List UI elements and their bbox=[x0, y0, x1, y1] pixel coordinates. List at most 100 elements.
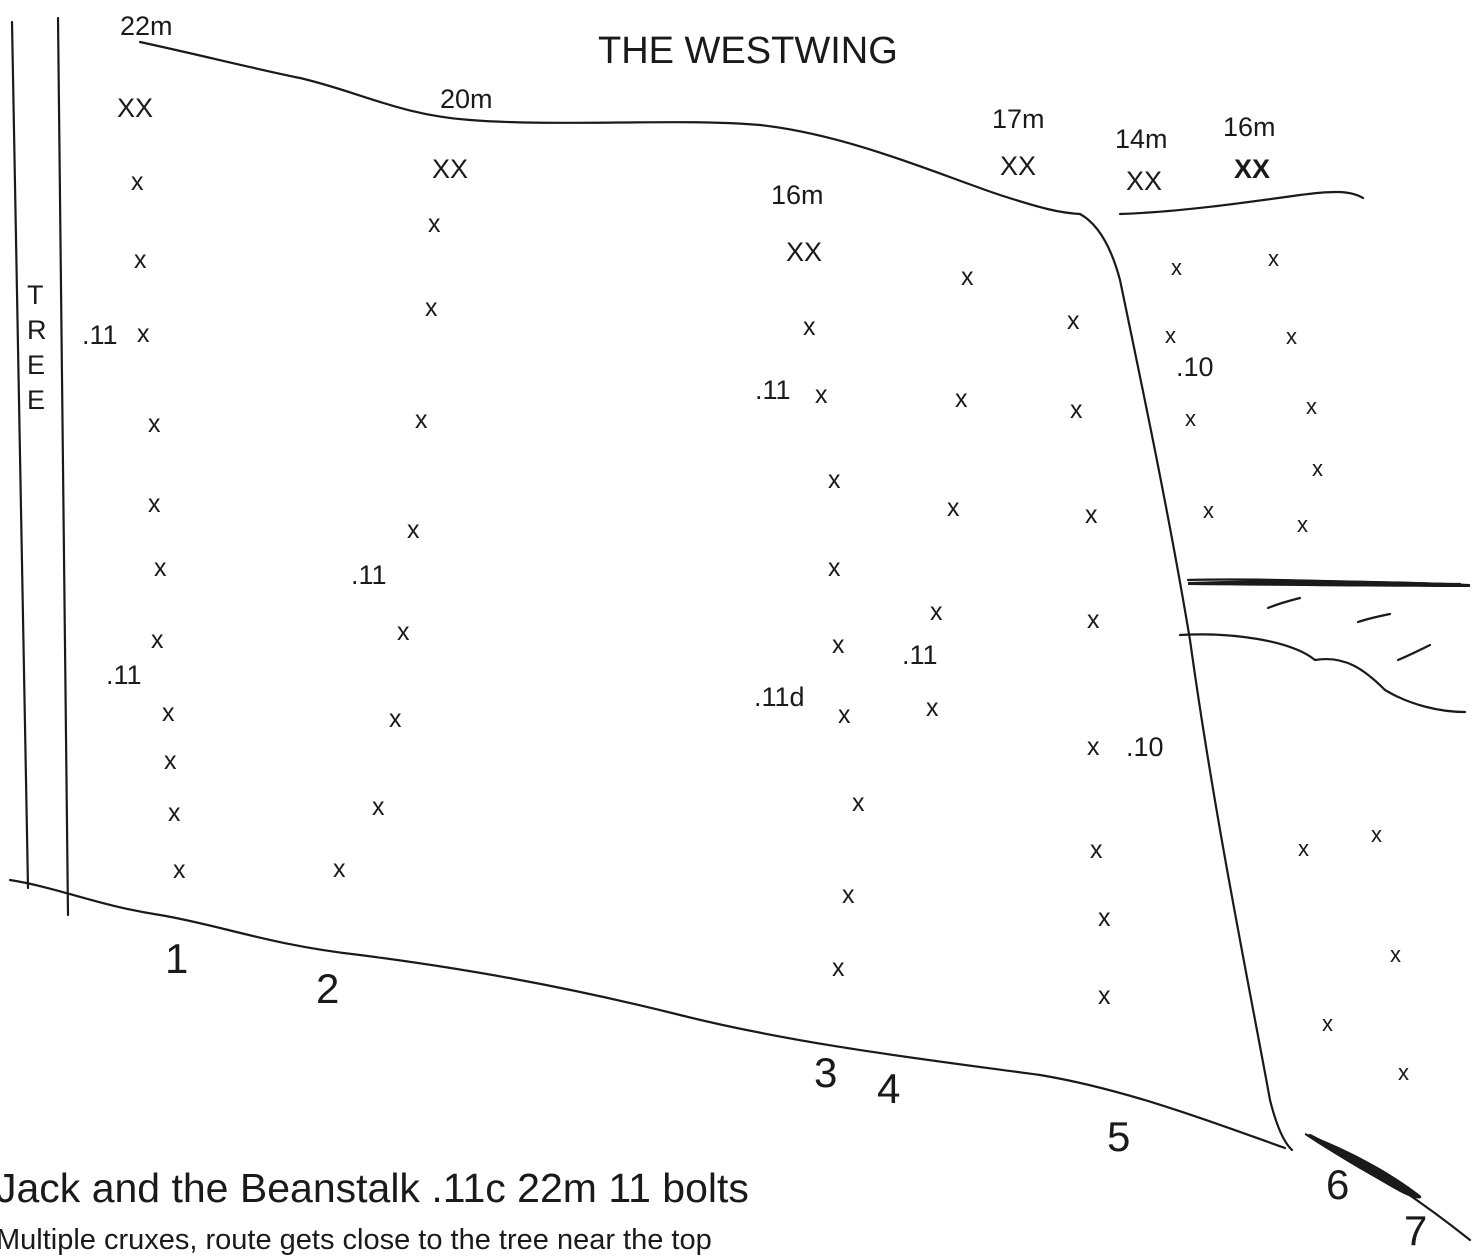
bolt-marker: x bbox=[164, 747, 177, 775]
anchor-height-route-4: 17m bbox=[992, 104, 1045, 134]
route-number-6: 6 bbox=[1326, 1161, 1350, 1208]
bolt-marker: x bbox=[828, 554, 841, 582]
bolt-marker: x bbox=[1087, 733, 1100, 761]
bolt-marker: x bbox=[1306, 394, 1317, 419]
bolt-marker: x bbox=[955, 385, 968, 413]
bolt-marker: x bbox=[162, 699, 175, 727]
route-number-3: 3 bbox=[814, 1049, 838, 1096]
anchor-mark: XX bbox=[432, 154, 469, 184]
tree-label-e1: E bbox=[27, 350, 46, 380]
bolt-marker: x bbox=[151, 626, 164, 654]
route-number-5: 5 bbox=[1107, 1113, 1131, 1160]
tree-line-right bbox=[56, 16, 70, 917]
bolt-marker: x bbox=[1203, 498, 1214, 523]
bolt-marker: x bbox=[173, 856, 186, 884]
slab-wedge-upper bbox=[1188, 580, 1470, 587]
bolt-marker: x bbox=[154, 554, 167, 582]
crack-mark-2 bbox=[1356, 612, 1392, 624]
bolt-marker: x bbox=[415, 406, 428, 434]
bolt-marker: x bbox=[168, 799, 181, 827]
anchor-height-route-1: 22m bbox=[120, 11, 173, 41]
grade-label: .11 bbox=[351, 560, 387, 590]
grade-label: .11 bbox=[82, 320, 118, 350]
wall-arete-line bbox=[1078, 212, 1294, 1152]
route-caption: Jack and the Beanstalk .11c 22m 11 bolts bbox=[0, 1165, 749, 1211]
bolt-marker: x bbox=[842, 881, 855, 909]
bolt-marker: x bbox=[832, 954, 845, 982]
bolt-marker: x bbox=[1165, 323, 1176, 348]
bolt-marker: x bbox=[1312, 456, 1323, 481]
grade-label: .11 bbox=[902, 640, 938, 670]
bolt-marker: x bbox=[1171, 255, 1182, 280]
bolt-marker: x bbox=[137, 320, 150, 348]
anchor-mark: XX bbox=[117, 93, 154, 123]
tree-line-left bbox=[10, 20, 30, 890]
bolt-marker: x bbox=[148, 490, 161, 518]
route-description: Multiple cruxes, route gets close to the… bbox=[0, 1224, 712, 1256]
bolt-marker: x bbox=[1371, 822, 1382, 847]
anchor-height-route-6: 16m bbox=[1223, 112, 1276, 142]
grade-label: .11 bbox=[106, 660, 142, 690]
anchor-height-route-2: 20m bbox=[440, 84, 493, 114]
bolt-marker: x bbox=[1297, 512, 1308, 537]
bolt-marker: x bbox=[815, 381, 828, 409]
anchor-mark: XX bbox=[1126, 166, 1163, 196]
bolt-marker: x bbox=[803, 313, 816, 341]
bolt-marker: x bbox=[425, 294, 438, 322]
bolt-marker: x bbox=[926, 694, 939, 722]
bolt-marker: x bbox=[148, 410, 161, 438]
anchor-height-route-5: 14m bbox=[1115, 124, 1168, 154]
anchor-height-route-3: 16m bbox=[771, 180, 824, 210]
bolt-marker: x bbox=[1286, 324, 1297, 349]
bolt-marker: x bbox=[838, 701, 851, 729]
bolt-marker: x bbox=[134, 246, 147, 274]
bolt-marker: x bbox=[1090, 836, 1103, 864]
bolt-marker: x bbox=[333, 855, 346, 883]
bolt-marker: x bbox=[1087, 606, 1100, 634]
route-number-7: 7 bbox=[1404, 1207, 1428, 1254]
grade-label: .10 bbox=[1176, 352, 1214, 382]
crack-mark-3 bbox=[1396, 643, 1432, 662]
anchor-mark: XX bbox=[786, 237, 823, 267]
bolt-marker: x bbox=[1398, 1060, 1409, 1085]
bolt-marker: x bbox=[131, 168, 144, 196]
bolt-marker: x bbox=[1070, 396, 1083, 424]
bolt-marker: x bbox=[397, 618, 410, 646]
buttress-top-line bbox=[1118, 190, 1365, 216]
bolt-marker: x bbox=[1085, 501, 1098, 529]
bolt-marker: x bbox=[372, 793, 385, 821]
bolt-marker: x bbox=[828, 466, 841, 494]
bolt-marker: x bbox=[428, 210, 441, 238]
bolt-marker: x bbox=[1268, 246, 1279, 271]
slab-wedge-lower bbox=[1305, 1133, 1422, 1199]
anchor-mark: XX bbox=[1234, 154, 1271, 184]
ledge-line-lower bbox=[1178, 633, 1467, 714]
bolt-marker: x bbox=[1067, 307, 1080, 335]
bolt-marker: x bbox=[947, 494, 960, 522]
route-number-1: 1 bbox=[165, 935, 189, 982]
grade-label: .10 bbox=[1126, 732, 1164, 762]
bolt-marker: x bbox=[1298, 836, 1309, 861]
tree-label-r: R bbox=[27, 315, 47, 345]
bolt-marker: x bbox=[832, 631, 845, 659]
bolt-marker: x bbox=[961, 263, 974, 291]
bolt-marker: x bbox=[852, 789, 865, 817]
bolt-marker: x bbox=[1390, 942, 1401, 967]
bolt-marker: x bbox=[389, 705, 402, 733]
tree-label-e2: E bbox=[27, 385, 46, 415]
page-title: THE WESTWING bbox=[598, 30, 898, 72]
route-number-4: 4 bbox=[877, 1065, 901, 1112]
bolt-marker: x bbox=[930, 598, 943, 626]
crack-mark-1 bbox=[1266, 596, 1302, 610]
bolt-marker: x bbox=[407, 516, 420, 544]
bolt-marker: x bbox=[1185, 406, 1196, 431]
grade-label: .11d bbox=[754, 682, 805, 712]
bolt-marker: x bbox=[1098, 904, 1111, 932]
anchor-mark: XX bbox=[1000, 151, 1037, 181]
tree-label-t: T bbox=[27, 280, 44, 310]
grade-label: .11 bbox=[755, 375, 791, 405]
bolt-marker: x bbox=[1322, 1011, 1333, 1036]
bolt-marker: x bbox=[1098, 982, 1111, 1010]
route-number-2: 2 bbox=[316, 965, 340, 1012]
